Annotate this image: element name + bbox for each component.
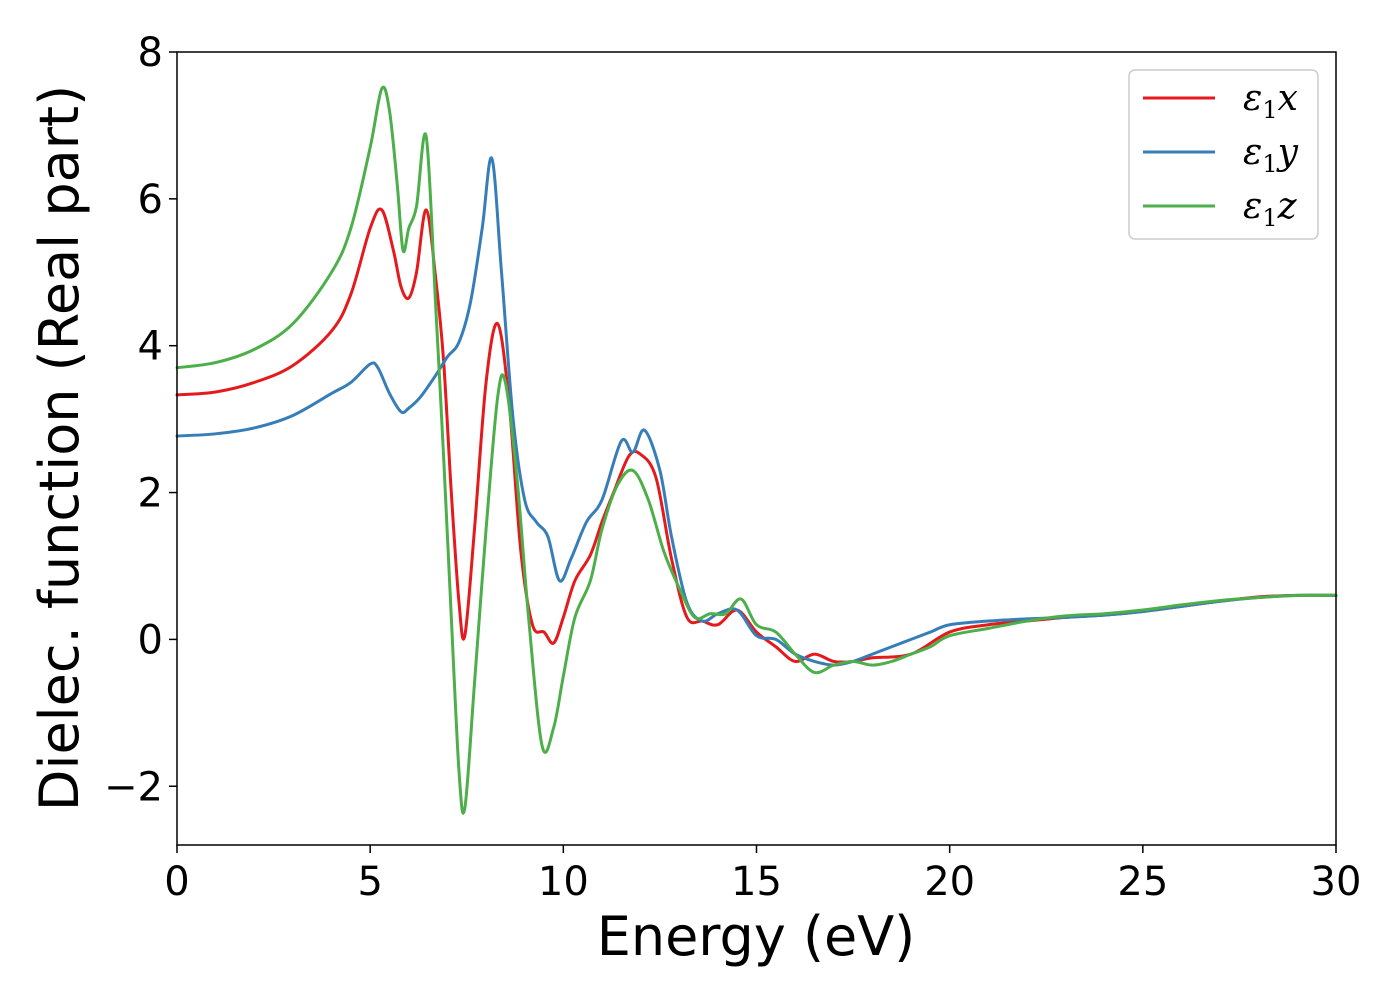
legend-label-z: ε1z	[1243, 186, 1298, 232]
legend-label-y: ε1y	[1243, 132, 1299, 178]
legend-label-x: ε1x	[1243, 78, 1298, 124]
x-tick-label: 0	[164, 859, 189, 905]
x-axis-title: Energy (eV)	[597, 905, 916, 968]
series-line-x	[175, 207, 1338, 664]
y-tick-label: 6	[138, 177, 163, 223]
legend-box	[1128, 69, 1319, 240]
x-tick-label: 25	[1117, 859, 1168, 905]
y-axis-ticks: −2 0 2 4 6 8	[104, 30, 177, 810]
y-tick-label: −2	[104, 764, 163, 810]
legend: ε1x ε1y ε1z	[1128, 69, 1319, 240]
series-line-z	[175, 85, 1338, 815]
y-tick-label: 0	[138, 617, 163, 663]
x-tick-label: 30	[1311, 859, 1362, 905]
series-line-y	[175, 156, 1338, 667]
x-axis-ticks: 0 5 10 15 20 25 30	[164, 845, 1361, 905]
y-axis-title: Dielec. function (Real part)	[28, 85, 91, 811]
series-lines	[175, 85, 1338, 815]
x-tick-label: 5	[357, 859, 382, 905]
x-tick-label: 10	[538, 859, 589, 905]
y-tick-label: 4	[138, 324, 163, 370]
y-tick-label: 8	[138, 30, 163, 76]
x-tick-label: 20	[924, 859, 975, 905]
x-tick-label: 15	[731, 859, 782, 905]
y-tick-label: 2	[138, 471, 163, 517]
